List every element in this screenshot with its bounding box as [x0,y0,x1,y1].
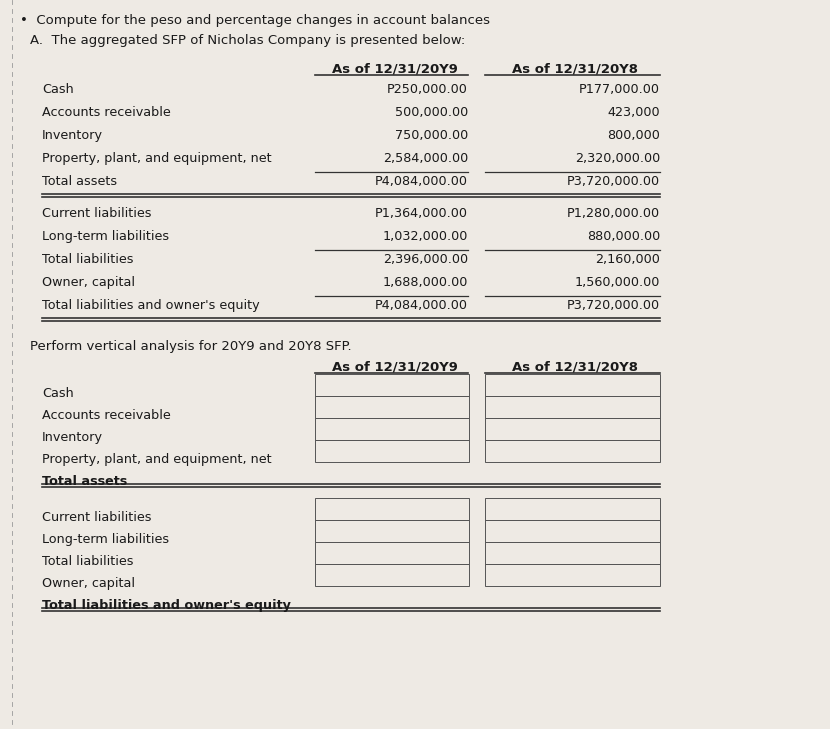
Text: Cash: Cash [42,387,74,400]
Text: P3,720,000.00: P3,720,000.00 [567,299,660,312]
Bar [315,418,469,440]
Text: As of 12/31/20Y8: As of 12/31/20Y8 [512,62,638,75]
Text: A.  The aggregated SFP of Nicholas Company is presented below:: A. The aggregated SFP of Nicholas Compan… [30,34,466,47]
Text: 750,000.00: 750,000.00 [395,129,468,142]
Text: 500,000.00: 500,000.00 [395,106,468,119]
Bar [485,418,660,440]
Text: Long-term liabilities: Long-term liabilities [42,230,169,243]
Bar [485,440,660,462]
Bar [485,396,660,418]
Bar [315,542,469,564]
Text: Total liabilities and owner's equity: Total liabilities and owner's equity [42,599,290,612]
Text: 2,320,000.00: 2,320,000.00 [574,152,660,165]
Text: As of 12/31/20Y9: As of 12/31/20Y9 [332,360,458,373]
Text: Long-term liabilities: Long-term liabilities [42,533,169,546]
Text: P4,084,000.00: P4,084,000.00 [375,299,468,312]
Bar [315,374,469,396]
Bar [485,374,660,396]
Text: 800,000: 800,000 [607,129,660,142]
Text: Inventory: Inventory [42,129,103,142]
Text: 880,000.00: 880,000.00 [587,230,660,243]
Text: Perform vertical analysis for 20Y9 and 20Y8 SFP.: Perform vertical analysis for 20Y9 and 2… [30,340,352,353]
Bar [315,440,469,462]
Bar [485,564,660,586]
Text: Cash: Cash [42,83,74,96]
Text: 2,160,000: 2,160,000 [595,253,660,266]
Bar [315,520,469,542]
Text: Current liabilities: Current liabilities [42,207,152,220]
Text: Total liabilities: Total liabilities [42,253,134,266]
Text: Accounts receivable: Accounts receivable [42,409,171,422]
Bar [485,498,660,520]
Text: P4,084,000.00: P4,084,000.00 [375,175,468,188]
Text: 423,000: 423,000 [608,106,660,119]
Bar [485,542,660,564]
Text: Accounts receivable: Accounts receivable [42,106,171,119]
Text: Inventory: Inventory [42,431,103,444]
Text: Total liabilities and owner's equity: Total liabilities and owner's equity [42,299,260,312]
Text: 1,560,000.00: 1,560,000.00 [574,276,660,289]
Text: 1,032,000.00: 1,032,000.00 [383,230,468,243]
Text: Owner, capital: Owner, capital [42,276,135,289]
Text: •  Compute for the peso and percentage changes in account balances: • Compute for the peso and percentage ch… [20,14,490,27]
Text: As of 12/31/20Y8: As of 12/31/20Y8 [512,360,638,373]
Text: Owner, capital: Owner, capital [42,577,135,590]
Text: Total assets: Total assets [42,175,117,188]
Text: P3,720,000.00: P3,720,000.00 [567,175,660,188]
Text: P177,000.00: P177,000.00 [579,83,660,96]
Bar [315,396,469,418]
Text: As of 12/31/20Y9: As of 12/31/20Y9 [332,62,458,75]
Text: Current liabilities: Current liabilities [42,511,152,524]
Text: P1,364,000.00: P1,364,000.00 [375,207,468,220]
Text: Total liabilities: Total liabilities [42,555,134,568]
Text: P1,280,000.00: P1,280,000.00 [567,207,660,220]
Text: Property, plant, and equipment, net: Property, plant, and equipment, net [42,152,271,165]
Text: Total assets: Total assets [42,475,127,488]
Bar [315,498,469,520]
Bar [315,564,469,586]
Text: 1,688,000.00: 1,688,000.00 [383,276,468,289]
Text: Property, plant, and equipment, net: Property, plant, and equipment, net [42,453,271,466]
Text: P250,000.00: P250,000.00 [387,83,468,96]
Bar [485,520,660,542]
Text: 2,396,000.00: 2,396,000.00 [383,253,468,266]
Text: 2,584,000.00: 2,584,000.00 [383,152,468,165]
